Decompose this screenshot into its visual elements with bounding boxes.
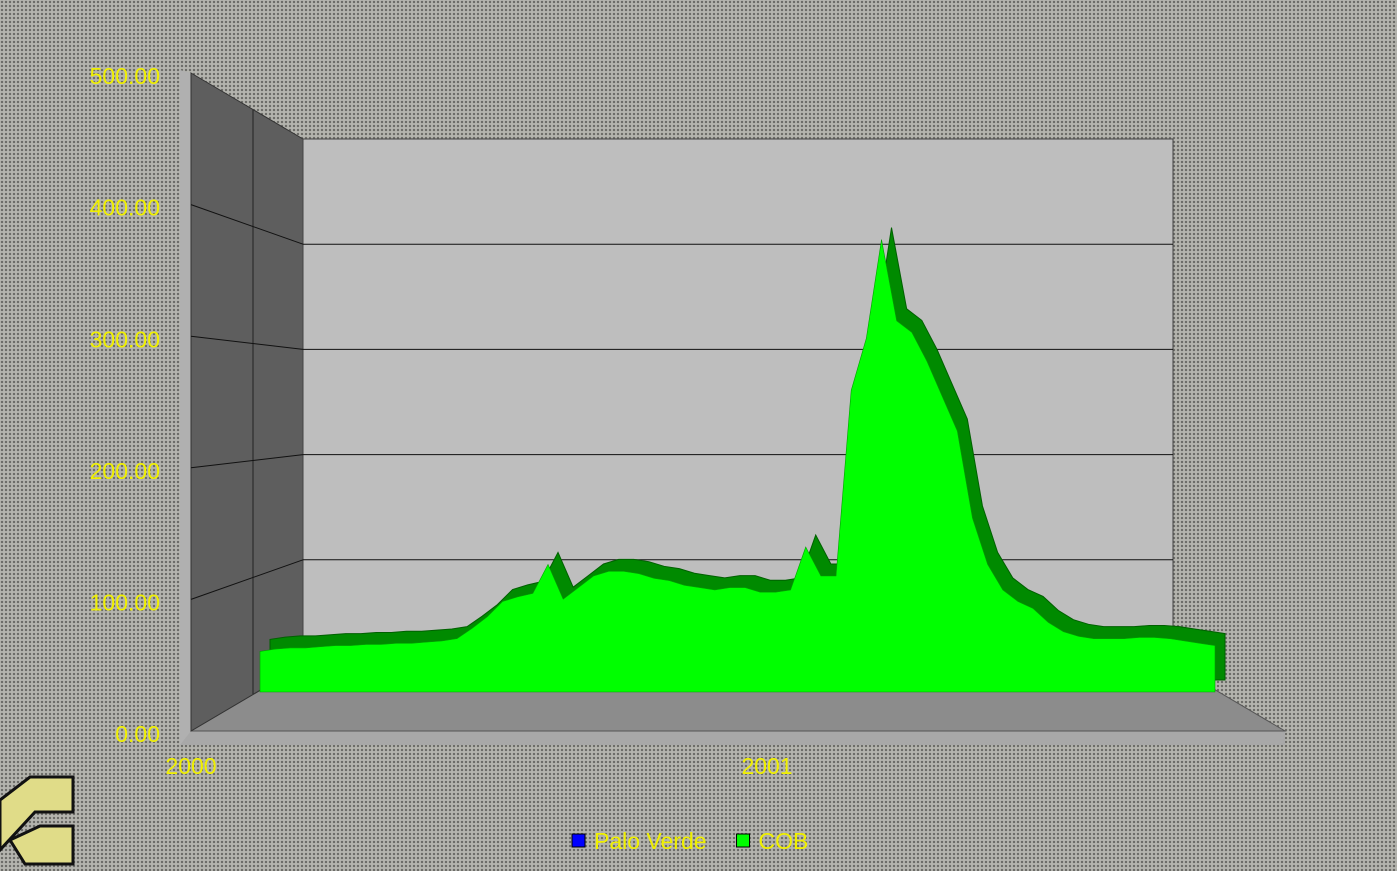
legend-swatch — [572, 834, 585, 847]
chart: Palo Verde COB 0.00 100.00 200.00 300.00 400.… — [0, 0, 1397, 871]
floor-edge — [180, 731, 1285, 745]
x-tick-label: 2001 — [741, 753, 792, 779]
legend-label: Palo Verde — [594, 828, 707, 854]
y-tick-label: 0.00 — [115, 721, 160, 747]
left-wall — [191, 73, 303, 731]
y-tick-label: 500.00 — [90, 63, 160, 89]
y-tick-label: 100.00 — [90, 589, 160, 615]
legend-swatch — [737, 834, 750, 847]
legend-label: COB — [759, 828, 809, 854]
x-tick-label: 2000 — [165, 753, 216, 779]
y-tick-label: 200.00 — [90, 458, 160, 484]
y-tick-label: 400.00 — [90, 195, 160, 221]
legend: Palo Verde COB — [572, 828, 808, 854]
page: Palo Verde COB 0.00 100.00 200.00 300.00 400.… — [0, 0, 1397, 871]
logo — [0, 777, 73, 864]
y-tick-label: 300.00 — [90, 326, 160, 352]
wall-edge — [180, 70, 191, 745]
